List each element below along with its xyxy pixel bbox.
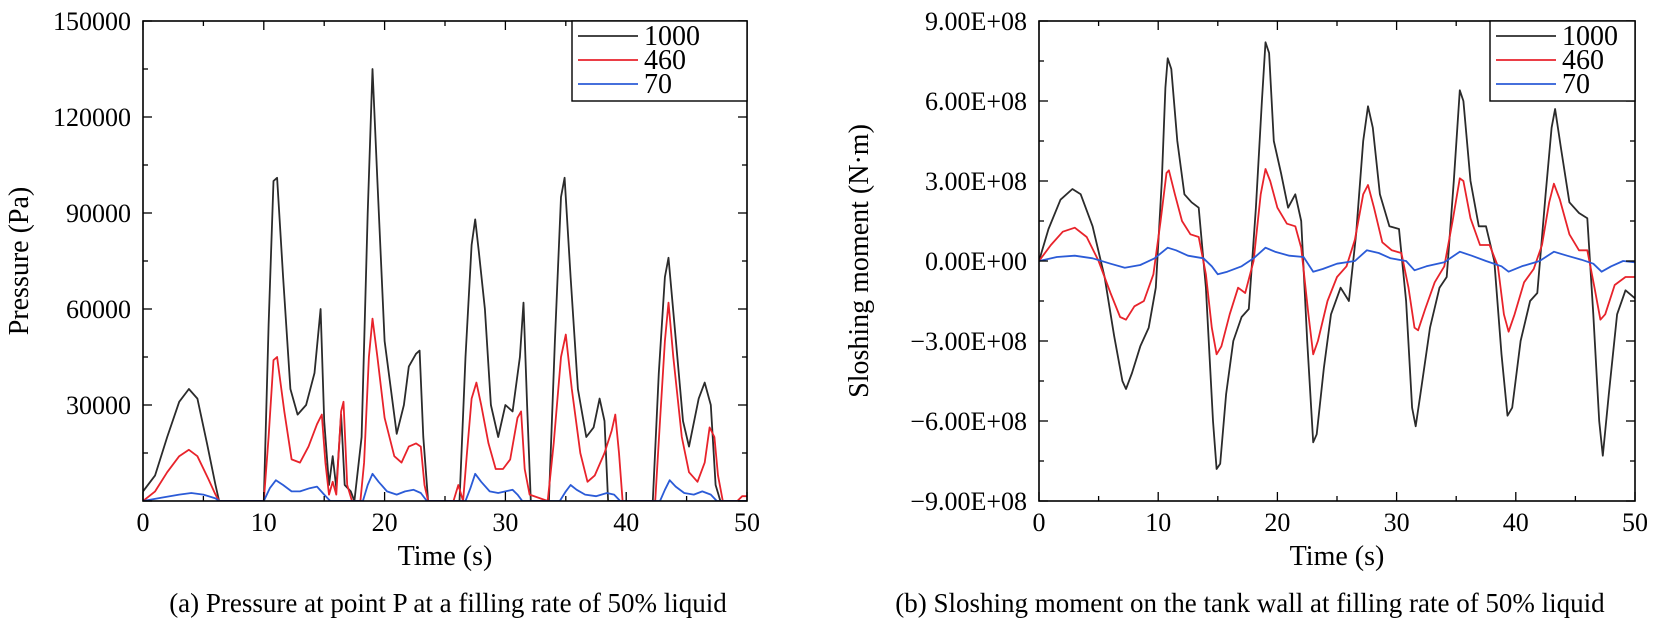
- y-tick-label: 6.00E+08: [925, 87, 1027, 116]
- legend-label-1000: 1000: [644, 21, 700, 52]
- caption-sloshing-moment: (b) Sloshing moment on the tank wall at …: [895, 588, 1605, 618]
- x-tick-label: 0: [1033, 508, 1046, 537]
- chart-pressure: 0 10 20 30 40 50 30000 60000 90000 120000 150000 T…: [4, 7, 760, 618]
- y-tick-label: 3.00E+08: [925, 167, 1027, 196]
- series-line-70: [1039, 246, 1635, 276]
- legend-frame: [571, 20, 748, 102]
- y-tick-label: 60000: [66, 295, 131, 324]
- x-tick-label: 10: [1145, 508, 1171, 537]
- x-tick-label: 20: [1264, 508, 1290, 537]
- x-axis-label-sloshing-moment: Time (s): [1290, 541, 1385, 572]
- series-line-1000: [1039, 41, 1635, 470]
- x-tick-label: 20: [372, 508, 398, 537]
- series-line-70: [143, 472, 747, 501]
- series-group-sloshing-moment: [1039, 41, 1635, 470]
- legend-label-460: 460: [1562, 45, 1604, 76]
- y-tick-label: −3.00E+08: [910, 327, 1027, 356]
- chart-sloshing-moment: 0 10 20 30 40 50 −9.00E+08 −6.00E+08 −3.00E+08 0.…: [844, 7, 1648, 618]
- legend-label-460: 460: [644, 45, 686, 76]
- tick-labels-sloshing-moment: 0 10 20 30 40 50 −9.00E+08 −6.00E+08 −3.00E+08 0.…: [910, 7, 1648, 537]
- y-tick-label: 90000: [66, 199, 131, 228]
- y-tick-label: 30000: [66, 391, 131, 420]
- y-tick-label: 150000: [53, 7, 131, 36]
- tick-labels-pressure: 0 10 20 30 40 50 30000 60000 90000 120000 150000: [53, 7, 760, 537]
- x-tick-label: 10: [251, 508, 277, 537]
- x-tick-label: 0: [137, 508, 150, 537]
- legend-label-70: 70: [1562, 69, 1590, 100]
- y-tick-label: −9.00E+08: [910, 487, 1027, 516]
- y-tick-label: 9.00E+08: [925, 7, 1027, 36]
- series-group-pressure: [143, 68, 747, 501]
- x-tick-label: 40: [1503, 508, 1529, 537]
- legend-label-1000: 1000: [1562, 21, 1618, 52]
- caption-pressure: (a) Pressure at point P at a filling rat…: [169, 588, 727, 618]
- series-line-460: [1039, 168, 1635, 356]
- series-line-1000: [143, 68, 747, 501]
- y-axis-label-sloshing-moment: Sloshing moment (N·m): [844, 124, 875, 398]
- y-axis-label-pressure: Pressure (Pa): [4, 187, 35, 336]
- x-tick-label: 50: [1622, 508, 1648, 537]
- y-tick-label: 0.00E+00: [925, 247, 1027, 276]
- x-tick-label: 40: [613, 508, 639, 537]
- series-line-460: [143, 301, 747, 501]
- x-tick-label: 30: [492, 508, 518, 537]
- y-tick-label: 120000: [53, 103, 131, 132]
- y-tick-label: −6.00E+08: [910, 407, 1027, 436]
- x-tick-label: 50: [734, 508, 760, 537]
- legend-frame: [1489, 20, 1636, 102]
- legend-label-70: 70: [644, 69, 672, 100]
- x-axis-label-pressure: Time (s): [398, 541, 493, 572]
- x-tick-label: 30: [1384, 508, 1410, 537]
